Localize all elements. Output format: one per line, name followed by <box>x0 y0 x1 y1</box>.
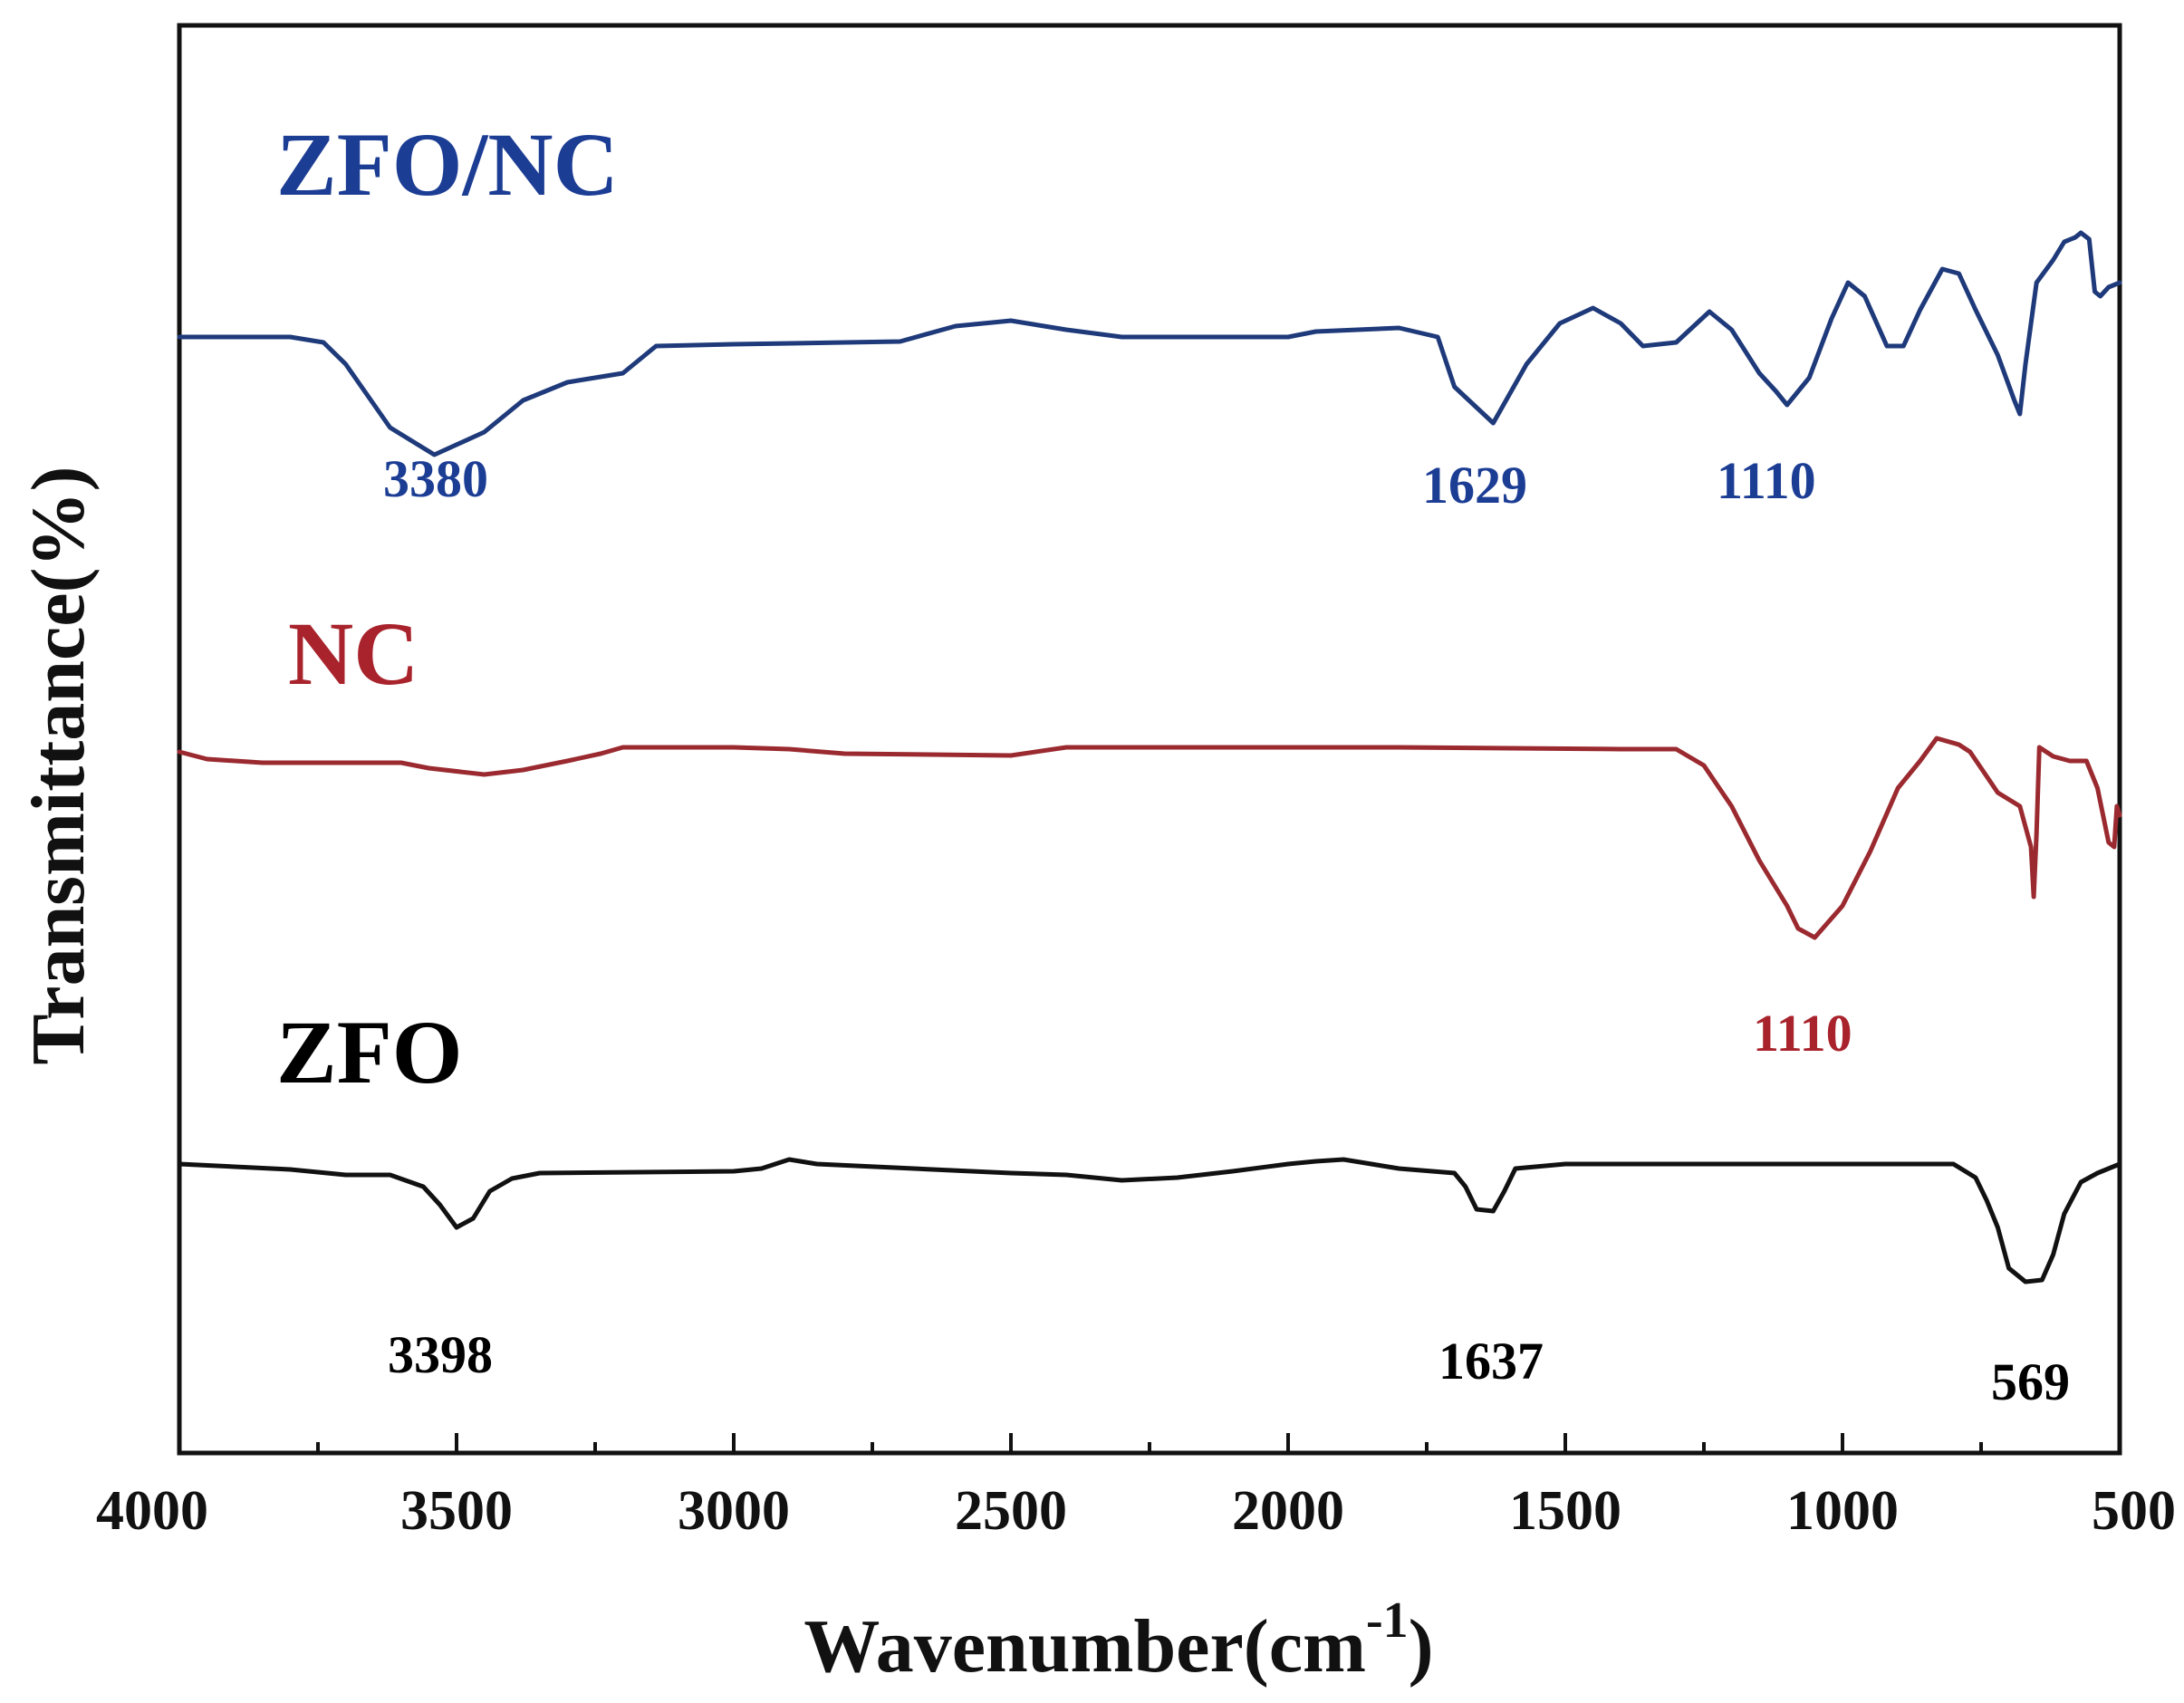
x-tick-label-500: 500 <box>2092 1480 2176 1542</box>
x-axis-title-superscript: -1 <box>1366 1592 1409 1649</box>
peak-label-zfo-3398: 3398 <box>388 1325 493 1384</box>
plot-frame <box>177 23 2122 1456</box>
x-tick-label-3000: 3000 <box>678 1480 790 1542</box>
x-tick-label-2000: 2000 <box>1232 1480 1344 1542</box>
x-tick-label-1000: 1000 <box>1786 1480 1899 1542</box>
x-tick-label-3500: 3500 <box>400 1480 513 1542</box>
peak-label-zfo-nc-1629: 1629 <box>1422 456 1527 515</box>
series-label-zfo-nc: ZFO/NC <box>276 114 619 215</box>
peak-label-zfo-1637: 1637 <box>1438 1332 1544 1390</box>
x-tick-label-4000: 4000 <box>96 1480 208 1542</box>
series-line-zfo-nc <box>177 230 2122 457</box>
peak-label-zfo-569: 569 <box>1991 1352 2070 1411</box>
x-tick-label-2500: 2500 <box>955 1480 1067 1542</box>
series-line-nc <box>177 736 2122 940</box>
series-label-nc: NC <box>288 603 419 704</box>
y-axis-title: Transmittance(%) <box>16 467 101 1065</box>
peak-label-zfo-nc-3380: 3380 <box>383 449 488 508</box>
x-tick-label-1500: 1500 <box>1509 1480 1621 1542</box>
series-layer <box>177 230 2122 1284</box>
x-axis-ticks: 4000 3500 3000 2500 2000 1500 1000 500 <box>96 1433 2176 1542</box>
series-line-zfo <box>177 1157 2122 1284</box>
peak-label-nc-1110: 1110 <box>1753 1004 1852 1063</box>
series-label-zfo: ZFO <box>276 1002 463 1102</box>
peak-label-zfo-nc-1110: 1110 <box>1717 451 1816 510</box>
x-axis-title-close: ) <box>1409 1604 1434 1689</box>
x-axis-title: Wavenumber(cm-1) <box>803 1592 1433 1689</box>
x-axis-title-main: Wavenumber(cm <box>803 1604 1366 1689</box>
